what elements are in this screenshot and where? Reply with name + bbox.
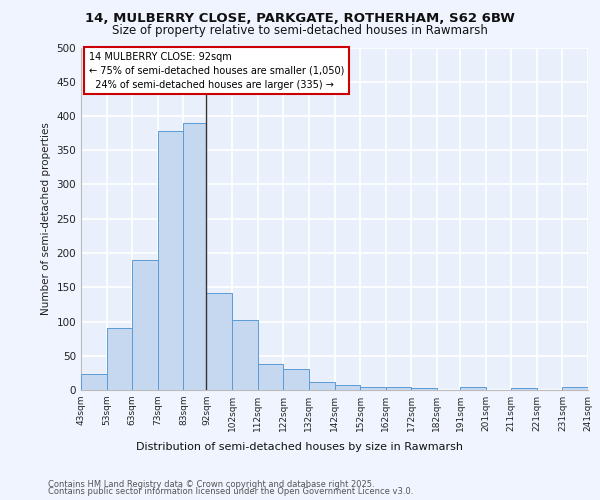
Bar bbox=[360, 386, 386, 390]
Bar bbox=[257, 364, 283, 390]
Bar bbox=[283, 370, 309, 390]
Bar bbox=[309, 382, 335, 390]
Bar bbox=[184, 123, 206, 390]
Text: 14 MULBERRY CLOSE: 92sqm
← 75% of semi-detached houses are smaller (1,050)
  24%: 14 MULBERRY CLOSE: 92sqm ← 75% of semi-d… bbox=[89, 52, 344, 90]
Bar bbox=[511, 388, 537, 390]
Bar bbox=[412, 388, 437, 390]
Bar bbox=[335, 384, 360, 390]
Bar bbox=[132, 260, 158, 390]
Text: 14, MULBERRY CLOSE, PARKGATE, ROTHERHAM, S62 6BW: 14, MULBERRY CLOSE, PARKGATE, ROTHERHAM,… bbox=[85, 12, 515, 26]
Text: Contains HM Land Registry data © Crown copyright and database right 2025.: Contains HM Land Registry data © Crown c… bbox=[48, 480, 374, 489]
Y-axis label: Number of semi-detached properties: Number of semi-detached properties bbox=[41, 122, 51, 315]
Bar bbox=[206, 294, 232, 390]
Bar bbox=[158, 131, 184, 390]
Bar bbox=[386, 386, 412, 390]
Text: Distribution of semi-detached houses by size in Rawmarsh: Distribution of semi-detached houses by … bbox=[137, 442, 464, 452]
Bar bbox=[460, 386, 485, 390]
Text: Size of property relative to semi-detached houses in Rawmarsh: Size of property relative to semi-detach… bbox=[112, 24, 488, 37]
Bar bbox=[232, 320, 257, 390]
Bar bbox=[562, 386, 588, 390]
Text: Contains public sector information licensed under the Open Government Licence v3: Contains public sector information licen… bbox=[48, 487, 413, 496]
Bar bbox=[81, 374, 107, 390]
Bar bbox=[107, 328, 132, 390]
